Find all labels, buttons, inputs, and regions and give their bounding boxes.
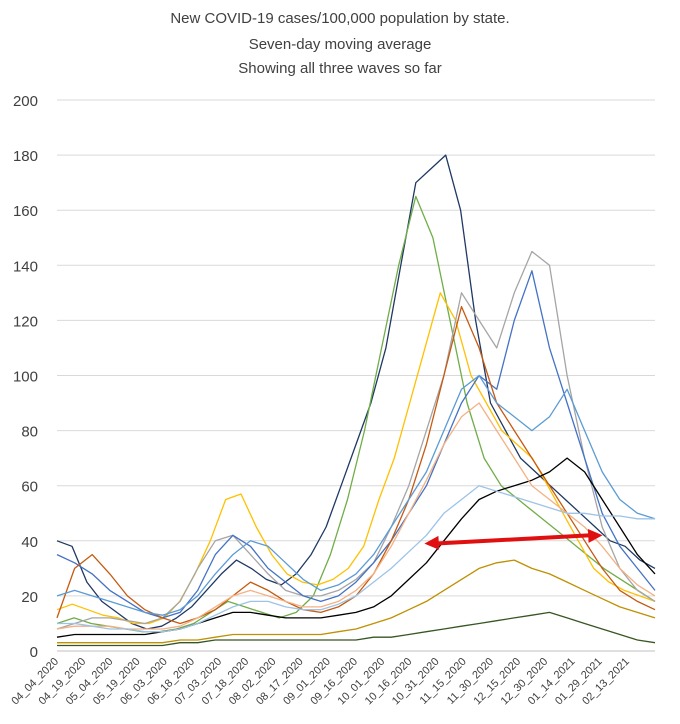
series-line-11: [57, 559, 656, 644]
annotation-arrow-shaft: [436, 533, 591, 546]
series-line-0: [56, 154, 656, 630]
chart-title-line-2: Seven-day moving average: [248, 36, 432, 53]
y-tick-label: 80: [21, 424, 38, 441]
series-line-1: [56, 195, 656, 633]
series-line-9: [56, 402, 656, 630]
series-line-4: [56, 270, 656, 619]
series-line-3: [56, 250, 656, 630]
series-line-10: [57, 485, 655, 633]
annotation-arrowhead-left: [424, 535, 440, 550]
y-tick-label: 180: [13, 148, 38, 165]
series-line-7: [57, 611, 656, 647]
chart-title-line-3: Showing all three waves so far: [238, 60, 442, 77]
y-tick-label: 20: [21, 589, 38, 606]
chart-title-line-1: New COVID-19 cases/100,000 population by…: [170, 10, 510, 27]
y-tick-label: 120: [13, 313, 38, 330]
y-tick-label: 200: [13, 93, 38, 110]
annotation-arrowhead-right: [587, 529, 603, 543]
y-tick-label: 160: [13, 203, 38, 220]
series-line-8: [56, 457, 656, 638]
series-line-6: [56, 374, 656, 616]
y-tick-label: 60: [21, 479, 38, 496]
series-line-2: [56, 292, 656, 625]
y-tick-label: 40: [21, 534, 38, 551]
y-tick-label: 140: [13, 258, 38, 275]
y-tick-label: 0: [30, 644, 38, 661]
y-tick-label: 100: [13, 369, 38, 386]
